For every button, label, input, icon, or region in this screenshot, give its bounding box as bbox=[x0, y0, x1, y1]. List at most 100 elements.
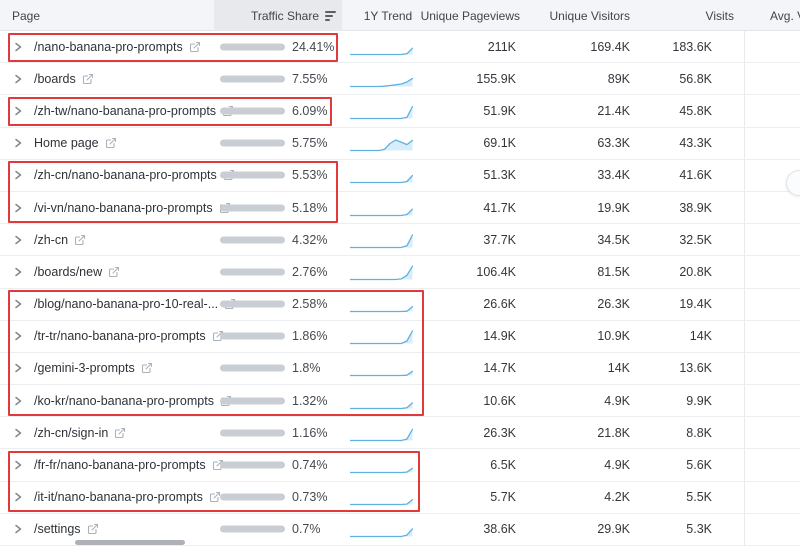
unique-pageviews-value: 26.3K bbox=[483, 425, 516, 440]
page-cell: /tr-tr/nano-banana-pro-prompts bbox=[34, 329, 223, 344]
visits-value: 183.6K bbox=[672, 39, 712, 54]
visits-value: 19.4K bbox=[679, 297, 712, 312]
page-path: /ko-kr/nano-banana-pro-prompts bbox=[34, 393, 214, 408]
page-path: /fr-fr/nano-banana-pro-prompts bbox=[34, 458, 206, 473]
column-header-1y-trend[interactable]: 1Y Trend bbox=[363, 8, 413, 23]
external-link-icon[interactable] bbox=[74, 234, 86, 246]
expand-chevron-icon[interactable] bbox=[12, 105, 24, 117]
unique-visitors-value: 26.3K bbox=[597, 297, 630, 312]
unique-visitors-value: 89K bbox=[607, 71, 630, 86]
column-header-avg-visit[interactable]: Avg. Vi bbox=[770, 8, 800, 23]
visits-value: 13.6K bbox=[679, 361, 712, 376]
column-header-unique-pageviews[interactable]: Unique Pageviews bbox=[420, 8, 520, 23]
expand-chevron-icon[interactable] bbox=[12, 41, 24, 53]
page-path: /gemini-3-prompts bbox=[34, 361, 135, 376]
expand-chevron-icon[interactable] bbox=[12, 427, 24, 439]
traffic-share-value: 6.09% bbox=[292, 103, 328, 118]
traffic-share-value: 4.32% bbox=[292, 232, 328, 247]
unique-visitors-value: 21.8K bbox=[597, 425, 630, 440]
table-row: /boards/new 2.76% 106.4K 81.5K 20.8K bbox=[0, 256, 800, 289]
expand-chevron-icon[interactable] bbox=[12, 491, 24, 503]
expand-chevron-icon[interactable] bbox=[12, 523, 24, 535]
expand-chevron-icon[interactable] bbox=[12, 73, 24, 85]
column-header-visits[interactable]: Visits bbox=[705, 8, 734, 23]
table-row: /fr-fr/nano-banana-pro-prompts 0.74% 6.5K 4… bbox=[0, 449, 800, 482]
sort-descending-icon bbox=[325, 10, 336, 21]
unique-visitors-value: 34.5K bbox=[597, 232, 630, 247]
traffic-share-value: 24.41% bbox=[292, 39, 335, 54]
traffic-share-bar bbox=[220, 204, 285, 212]
external-link-icon[interactable] bbox=[87, 523, 99, 535]
traffic-share-bar bbox=[220, 171, 285, 179]
page-cell: /boards bbox=[34, 72, 94, 86]
traffic-share-value: 0.73% bbox=[292, 490, 328, 505]
table-row: /zh-cn/nano-banana-pro-prompts 5.53% 51.3K… bbox=[0, 159, 800, 192]
expand-chevron-icon[interactable] bbox=[12, 362, 24, 374]
expand-chevron-icon[interactable] bbox=[12, 202, 24, 214]
expand-chevron-icon[interactable] bbox=[12, 298, 24, 310]
trend-sparkline bbox=[350, 424, 413, 442]
unique-pageviews-value: 5.7K bbox=[490, 490, 516, 505]
traffic-share-value: 2.76% bbox=[292, 264, 328, 279]
trend-sparkline bbox=[350, 231, 413, 249]
expand-chevron-icon[interactable] bbox=[12, 137, 24, 149]
table-row: /zh-cn/sign-in 1.16% 26.3K 21.8K 8.8K bbox=[0, 417, 800, 450]
page-path: /boards bbox=[34, 71, 76, 86]
external-link-icon[interactable] bbox=[108, 266, 120, 278]
external-link-icon[interactable] bbox=[105, 137, 117, 149]
expand-chevron-icon[interactable] bbox=[12, 234, 24, 246]
external-link-icon[interactable] bbox=[209, 491, 221, 503]
page-path: /tr-tr/nano-banana-pro-prompts bbox=[34, 329, 206, 344]
expand-chevron-icon[interactable] bbox=[12, 266, 24, 278]
trend-sparkline bbox=[350, 520, 413, 538]
external-link-icon[interactable] bbox=[82, 73, 94, 85]
visits-value: 14K bbox=[689, 329, 712, 344]
page-path: /blog/nano-banana-pro-10-real-... bbox=[34, 297, 219, 312]
table-body: /nano-banana-pro-prompts 24.41% 211K 169.4K… bbox=[0, 31, 800, 546]
unique-visitors-value: 81.5K bbox=[597, 264, 630, 279]
trend-sparkline bbox=[350, 134, 413, 152]
traffic-share-value: 1.32% bbox=[292, 393, 328, 408]
external-link-icon[interactable] bbox=[141, 362, 153, 374]
table-row: /ko-kr/nano-banana-pro-prompts 1.32% 10.6K… bbox=[0, 385, 800, 418]
page-path: /zh-tw/nano-banana-pro-prompts bbox=[34, 103, 217, 118]
traffic-share-value: 5.53% bbox=[292, 168, 328, 183]
column-header-page[interactable]: Page bbox=[12, 8, 41, 23]
traffic-share-value: 5.18% bbox=[292, 200, 328, 215]
unique-pageviews-value: 6.5K bbox=[490, 458, 516, 473]
table-row: /nano-banana-pro-prompts 24.41% 211K 169.4K… bbox=[0, 31, 800, 64]
page-cell: /blog/nano-banana-pro-10-real-... bbox=[34, 297, 236, 311]
traffic-share-bar bbox=[220, 461, 285, 469]
column-header-traffic-share[interactable]: Traffic Share bbox=[214, 0, 342, 31]
page-path: /it-it/nano-banana-pro-prompts bbox=[34, 490, 203, 505]
page-cell: /zh-cn/sign-in bbox=[34, 426, 126, 440]
page-cell: /settings bbox=[34, 522, 99, 536]
unique-pageviews-value: 51.3K bbox=[483, 168, 516, 183]
page-path: /settings bbox=[34, 522, 81, 537]
traffic-share-bar bbox=[220, 139, 285, 147]
external-link-icon[interactable] bbox=[189, 41, 201, 53]
table-row: Home page 5.75% 69.1K 63.3K 43.3K bbox=[0, 127, 800, 160]
visits-value: 20.8K bbox=[679, 264, 712, 279]
page-cell: /ko-kr/nano-banana-pro-prompts bbox=[34, 393, 232, 408]
horizontal-scrollbar-thumb[interactable] bbox=[75, 540, 185, 545]
expand-chevron-icon[interactable] bbox=[12, 459, 24, 471]
unique-pageviews-value: 69.1K bbox=[483, 136, 516, 151]
table-row: /zh-tw/nano-banana-pro-prompts 6.09% 51.9K… bbox=[0, 95, 800, 128]
traffic-share-value: 1.16% bbox=[292, 425, 328, 440]
column-header-unique-visitors[interactable]: Unique Visitors bbox=[549, 8, 630, 23]
expand-chevron-icon[interactable] bbox=[12, 169, 24, 181]
expand-chevron-icon[interactable] bbox=[12, 330, 24, 342]
page-path: /zh-cn/sign-in bbox=[34, 425, 109, 440]
expand-chevron-icon[interactable] bbox=[12, 395, 24, 407]
external-link-icon[interactable] bbox=[114, 427, 126, 439]
table-row: /gemini-3-prompts 1.8% 14.7K 14K 13.6K bbox=[0, 352, 800, 386]
visits-value: 9.9K bbox=[686, 393, 712, 408]
trend-sparkline bbox=[350, 327, 413, 345]
page-cell: /nano-banana-pro-prompts bbox=[34, 40, 201, 54]
trend-sparkline bbox=[350, 38, 413, 56]
visits-value: 38.9K bbox=[679, 200, 712, 215]
visits-value: 8.8K bbox=[686, 425, 712, 440]
traffic-share-value: 0.74% bbox=[292, 458, 328, 473]
